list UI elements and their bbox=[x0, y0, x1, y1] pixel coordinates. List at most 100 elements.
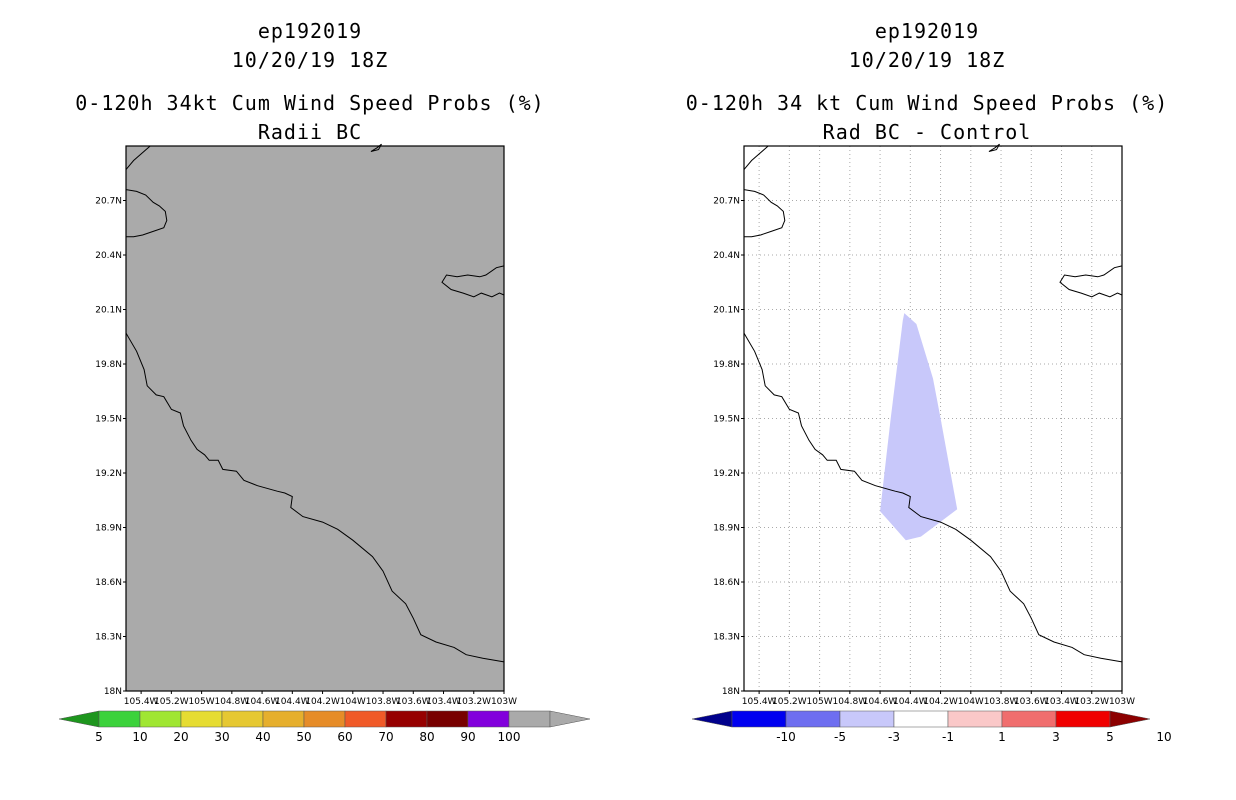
left-chart-subtitle: Radii BC bbox=[257, 120, 363, 144]
colorbar-label: -3 bbox=[888, 730, 900, 744]
colorbar-label: 10 bbox=[1156, 730, 1171, 744]
y-tick-label: 18N bbox=[722, 687, 740, 697]
x-tick-label: 104.6W bbox=[863, 697, 898, 707]
colorbar-segment bbox=[839, 710, 895, 728]
colorbar-segment bbox=[303, 710, 346, 728]
y-tick-label: 19.8N bbox=[713, 360, 740, 370]
map-panel-2: 18N 18.3N 18.6N 18.9N 19.2N 19.5N 19.8N 20.1N 20… bbox=[691, 143, 1172, 744]
plot-area bbox=[126, 146, 504, 691]
colorbar-label: 10 bbox=[132, 730, 147, 744]
x-tick-label: 105.2W bbox=[154, 697, 189, 707]
right-storm-id: ep192019 bbox=[874, 19, 980, 43]
y-tick-label: 20.7N bbox=[713, 197, 740, 207]
x-tick-label: 103.8W bbox=[984, 697, 1019, 707]
colorbar-label: 5 bbox=[1106, 730, 1114, 744]
x-tick-label: 103.6W bbox=[396, 697, 431, 707]
colorbar-high-arrow bbox=[549, 710, 591, 728]
colorbar-label: 30 bbox=[214, 730, 229, 744]
y-tick-label: 20.1N bbox=[713, 306, 740, 316]
right-chart-title: 0-120h 34 kt Cum Wind Speed Probs (%) bbox=[685, 91, 1169, 115]
y-tick-label: 18.9N bbox=[713, 524, 740, 534]
y-tick-label: 20.4N bbox=[713, 251, 740, 261]
y-tick-label: 19.8N bbox=[95, 360, 122, 370]
colorbar-segment bbox=[98, 710, 141, 728]
x-tick-label: 104.2W bbox=[305, 697, 340, 707]
colorbar-segment bbox=[139, 710, 182, 728]
colorbar-label: 3 bbox=[1052, 730, 1060, 744]
colorbar-high-arrow bbox=[1109, 710, 1151, 728]
colorbar-segment bbox=[385, 710, 428, 728]
coastline-bay-coast bbox=[125, 189, 168, 238]
colorbar-label: 60 bbox=[337, 730, 352, 744]
x-tick-label: 103.2W bbox=[456, 697, 491, 707]
y-tick-label: 18.9N bbox=[95, 524, 122, 534]
coastline-bay-coast bbox=[743, 189, 786, 238]
x-tick-label: 103.4W bbox=[426, 697, 461, 707]
x-tick-label: 103.4W bbox=[1044, 697, 1079, 707]
x-tick-label: 104.6W bbox=[245, 697, 280, 707]
colorbar-low-arrow bbox=[691, 710, 733, 728]
left-chart-title: 0-120h 34kt Cum Wind Speed Probs (%) bbox=[75, 91, 545, 115]
colorbar-low-arrow bbox=[58, 710, 100, 728]
colorbar-segment bbox=[344, 710, 387, 728]
colorbar-label: 100 bbox=[498, 730, 521, 744]
right-date: 10/20/19 18Z bbox=[848, 48, 1006, 72]
left-storm-id: ep192019 bbox=[257, 19, 363, 43]
colorbar-label: 20 bbox=[173, 730, 188, 744]
left-title-block: ep192019 10/20/19 18Z 0-120h 34kt Cum Wi… bbox=[10, 17, 610, 147]
colorbar-label: -10 bbox=[776, 730, 796, 744]
y-tick-label: 19.5N bbox=[95, 415, 122, 425]
colorbar: -10 -5 -3 -1 1 3 5 10 bbox=[691, 710, 1172, 744]
x-tick-label: 103.6W bbox=[1014, 697, 1049, 707]
coastline-north-headland bbox=[743, 145, 769, 170]
coastline-lake-outline bbox=[441, 265, 505, 298]
x-tick-label: 105.4W bbox=[124, 697, 159, 707]
x-tick-label: 104.8W bbox=[215, 697, 250, 707]
colorbar-label: 90 bbox=[460, 730, 475, 744]
colorbar-label: -1 bbox=[942, 730, 954, 744]
y-tick-label: 20.7N bbox=[95, 197, 122, 207]
x-tick-label: 104W bbox=[958, 697, 984, 707]
coastline-islet bbox=[988, 143, 1000, 152]
colorbar-label: 1 bbox=[998, 730, 1006, 744]
colorbar-segment bbox=[508, 710, 551, 728]
x-tick-label: 103.8W bbox=[366, 697, 401, 707]
y-tick-label: 18.6N bbox=[95, 578, 122, 588]
left-date: 10/20/19 18Z bbox=[231, 48, 389, 72]
colorbar-segment bbox=[731, 710, 787, 728]
colorbar-segment bbox=[785, 710, 841, 728]
y-tick-label: 18.3N bbox=[95, 633, 122, 643]
y-tick-label: 20.4N bbox=[95, 251, 122, 261]
right-chart-subtitle: Rad BC - Control bbox=[822, 120, 1032, 144]
x-tick-label: 105.2W bbox=[772, 697, 807, 707]
x-tick-label: 104.4W bbox=[275, 697, 310, 707]
colorbar-label: 80 bbox=[419, 730, 434, 744]
colorbar-segment bbox=[221, 710, 264, 728]
x-tick-label: 104.2W bbox=[923, 697, 958, 707]
coastline-north-headland bbox=[125, 145, 151, 170]
y-tick-label: 19.2N bbox=[713, 469, 740, 479]
colorbar-label: -5 bbox=[834, 730, 846, 744]
x-tick-label: 103W bbox=[1109, 697, 1135, 707]
y-tick-label: 18.3N bbox=[713, 633, 740, 643]
y-tick-label: 20.1N bbox=[95, 306, 122, 316]
colorbar-segment bbox=[467, 710, 510, 728]
map-panel-1: 18N 18.3N 18.6N 18.9N 19.2N 19.5N 19.8N 20.1N 20… bbox=[58, 143, 591, 744]
colorbar-label: 40 bbox=[255, 730, 270, 744]
colorbar-segment bbox=[947, 710, 1003, 728]
colorbar-label: 70 bbox=[378, 730, 393, 744]
colorbar-segment bbox=[426, 710, 469, 728]
x-tick-label: 104.8W bbox=[833, 697, 868, 707]
colorbar-segment bbox=[262, 710, 305, 728]
right-title-block: ep192019 10/20/19 18Z 0-120h 34 kt Cum W… bbox=[627, 17, 1227, 147]
y-tick-label: 19.5N bbox=[713, 415, 740, 425]
y-tick-label: 18N bbox=[104, 687, 122, 697]
coastline-islet bbox=[370, 143, 382, 152]
colorbar-segment bbox=[1055, 710, 1111, 728]
y-tick-label: 19.2N bbox=[95, 469, 122, 479]
colorbar-segment bbox=[1001, 710, 1057, 728]
x-tick-label: 104W bbox=[340, 697, 366, 707]
colorbar-label: 50 bbox=[296, 730, 311, 744]
x-tick-label: 105W bbox=[807, 697, 833, 707]
x-tick-label: 103.2W bbox=[1074, 697, 1109, 707]
